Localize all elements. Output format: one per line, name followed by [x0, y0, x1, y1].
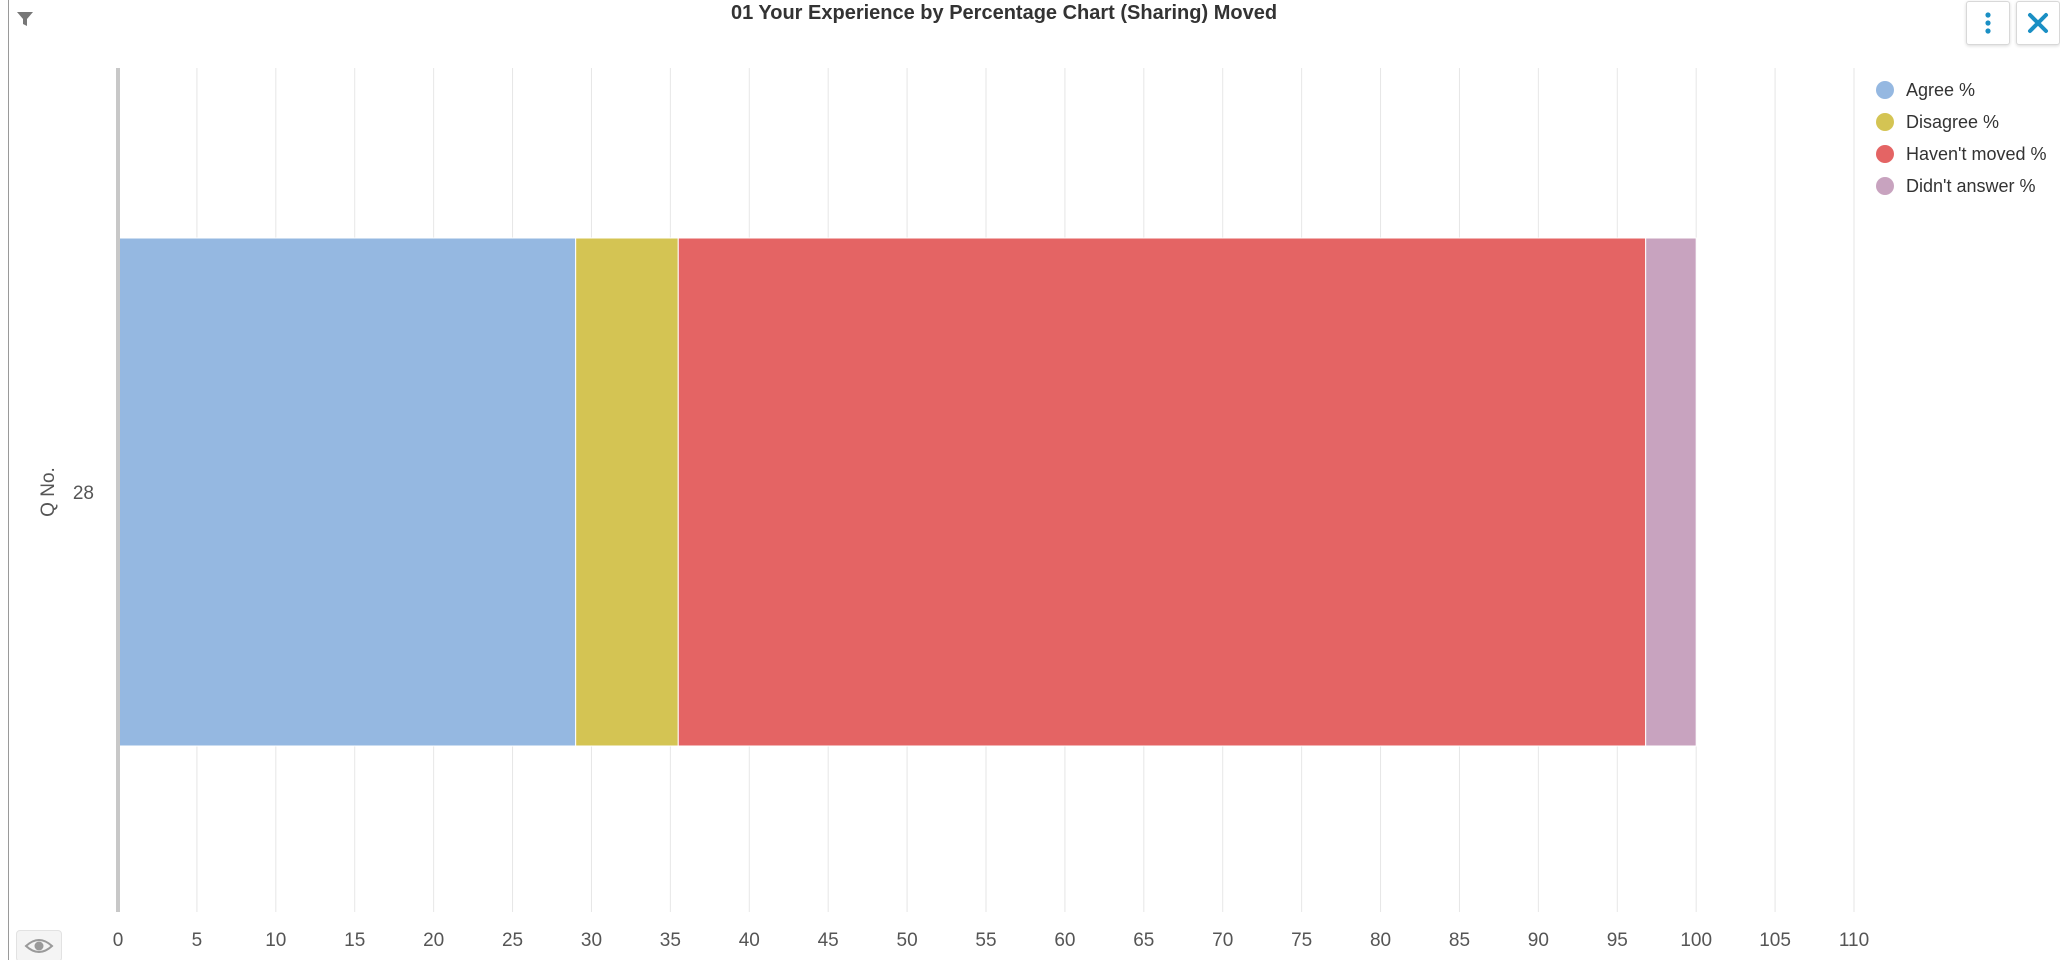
- x-tick-label: 95: [1607, 930, 1628, 951]
- close-icon: [2028, 13, 2048, 33]
- legend-swatch: [1876, 113, 1894, 131]
- x-tick-label: 50: [897, 930, 918, 951]
- axes: 28 Q No.: [38, 68, 120, 912]
- x-tick-label: 60: [1054, 930, 1075, 951]
- bar-segment-4: [1645, 237, 1697, 747]
- legend-label: Agree %: [1906, 79, 1976, 100]
- x-tick-label: 70: [1212, 930, 1233, 951]
- x-tick-label: 30: [581, 930, 602, 951]
- bar-segment-3: [677, 237, 1647, 747]
- close-button[interactable]: [2016, 1, 2060, 45]
- legend-item-2[interactable]: Disagree %: [1876, 106, 2047, 138]
- chart-title: 01 Your Experience by Percentage Chart (…: [730, 2, 1278, 24]
- y-tick-label: 28: [73, 483, 94, 504]
- x-tick-label: 45: [818, 930, 839, 951]
- vertical-ellipsis-icon: [1985, 12, 1991, 34]
- x-tick-label: 55: [975, 930, 996, 951]
- filter-icon[interactable]: [12, 6, 38, 32]
- x-tick-label: 40: [739, 930, 760, 951]
- x-tick-label: 65: [1133, 930, 1154, 951]
- legend-label: Disagree %: [1906, 111, 2000, 132]
- x-tick-label: 85: [1449, 930, 1470, 951]
- x-tick-label: 0: [113, 930, 124, 951]
- legend-label: Didn't answer %: [1906, 175, 2036, 196]
- x-tick-label: 80: [1370, 930, 1391, 951]
- legend-swatch: [1876, 81, 1894, 99]
- more-options-button[interactable]: [1966, 1, 2010, 45]
- window-left-border: [8, 0, 9, 960]
- x-tick-label: 20: [423, 930, 444, 951]
- x-tick-label: 15: [344, 930, 365, 951]
- legend-item-1[interactable]: Agree %: [1876, 74, 2047, 106]
- bar-series: [117, 237, 1697, 747]
- x-tick-label: 10: [265, 930, 286, 951]
- x-tick-label: 100: [1680, 930, 1712, 951]
- legend-item-3[interactable]: Haven't moved %: [1876, 138, 2047, 170]
- legend-item-4[interactable]: Didn't answer %: [1876, 170, 2047, 202]
- chart-legend: Agree % Disagree % Haven't moved % Didn't a…: [1876, 74, 2047, 202]
- bar-segment-1: [117, 237, 577, 747]
- x-tick-label: 90: [1528, 930, 1549, 951]
- x-tick-label: 75: [1291, 930, 1312, 951]
- legend-swatch: [1876, 145, 1894, 163]
- legend-label: Haven't moved %: [1906, 143, 2047, 164]
- bar-segment-2: [575, 237, 679, 747]
- x-tick-labels: 0 5 10 15 20 25 30 35 40 45 50 55 60 65 70 75 80 85 90 95 10…: [113, 930, 1869, 951]
- x-tick-label: 110: [1839, 930, 1869, 951]
- x-tick-label: 35: [660, 930, 681, 951]
- x-tick-label: 5: [192, 930, 203, 951]
- x-tick-label: 105: [1759, 930, 1791, 951]
- x-tick-label: 25: [502, 930, 523, 951]
- legend-swatch: [1876, 177, 1894, 195]
- eye-icon[interactable]: [16, 930, 62, 960]
- y-axis-title: Q No.: [38, 467, 59, 517]
